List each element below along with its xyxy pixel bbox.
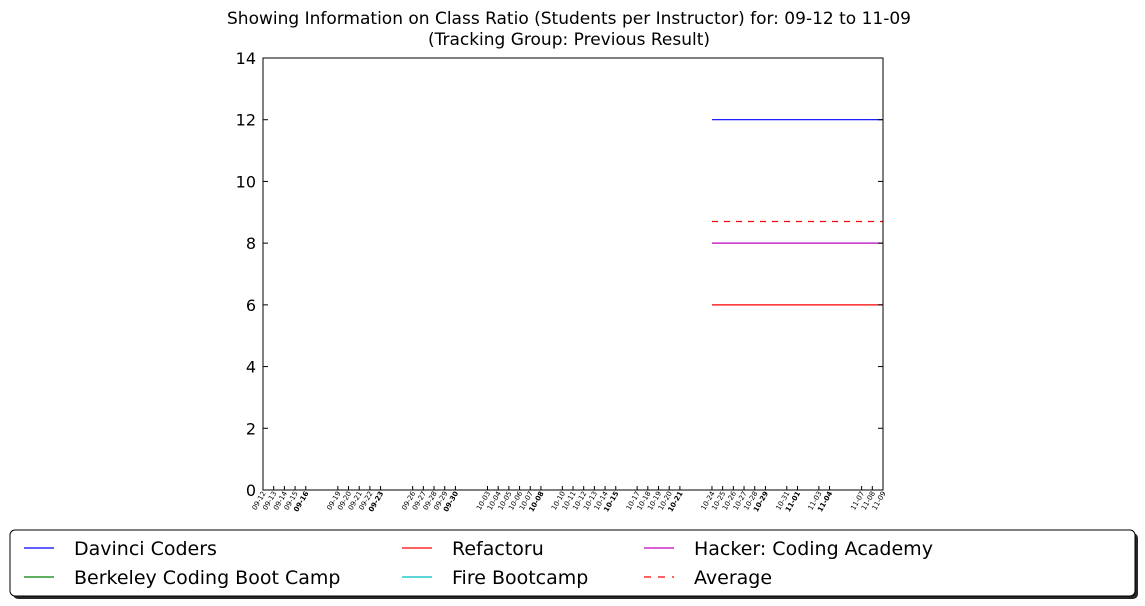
y-tick-label: 10 (236, 172, 256, 191)
y-tick-label: 0 (246, 481, 256, 500)
y-tick-label: 14 (236, 49, 256, 68)
legend-label: Berkeley Coding Boot Camp (74, 567, 340, 589)
legend-label: Hacker: Coding Academy (694, 538, 933, 560)
legend-label: Refactoru (452, 538, 544, 560)
y-tick-label: 2 (246, 419, 256, 438)
plot-area (712, 119, 883, 306)
y-tick-label: 4 (246, 358, 256, 377)
legend-label: Davinci Coders (74, 538, 217, 560)
y-tick-label: 6 (246, 296, 256, 315)
y-tick-label: 8 (246, 234, 256, 253)
legend-label: Fire Bootcamp (452, 567, 588, 589)
legend: Davinci Coders Berkeley Coding Boot Camp R… (9, 529, 1138, 599)
chart-subtitle: (Tracking Group: Previous Result) (428, 30, 710, 50)
legend-box (9, 529, 1136, 597)
plot-frame (262, 57, 884, 491)
legend-label: Average (694, 567, 772, 589)
chart-title: Showing Information on Class Ratio (Stud… (227, 9, 911, 29)
y-tick-label: 12 (236, 111, 256, 130)
